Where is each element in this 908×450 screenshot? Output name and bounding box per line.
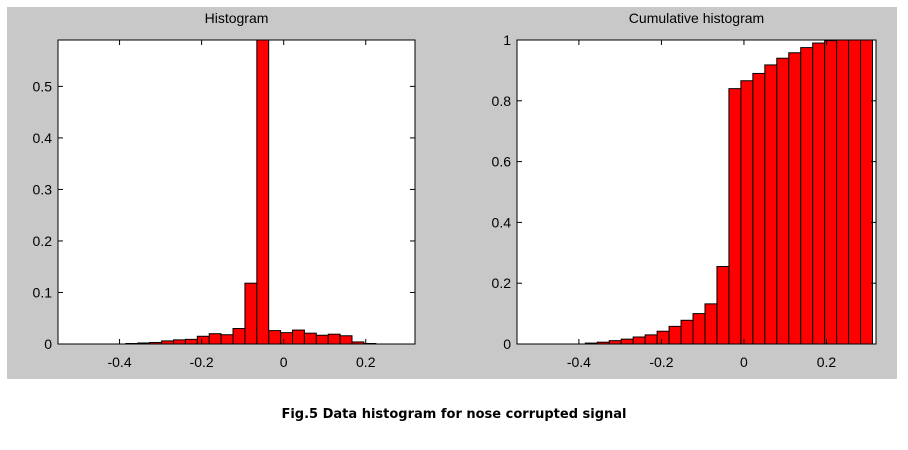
cumulative-histogram-bar xyxy=(656,330,670,345)
histogram-bar xyxy=(196,335,210,345)
histogram-bar xyxy=(232,328,246,345)
histogram-title: Histogram xyxy=(205,10,269,26)
histogram-bar xyxy=(244,282,258,345)
cumulative-histogram-chart: 0 0.2 0.4 0.6 0.8 1 -0.4 -0.2 0 0.2 Cumulative his… xyxy=(492,10,877,370)
histogram-ytick-label: 0.5 xyxy=(33,78,53,94)
cumulative-histogram-bar xyxy=(860,39,873,345)
cumulative-histogram-bar xyxy=(716,265,730,345)
cumulative-histogram-bar xyxy=(704,303,718,345)
cumulative-histogram-bar xyxy=(836,39,850,345)
histogram-bar xyxy=(220,334,234,345)
cumulative-histogram-ytick-label: 0 xyxy=(503,336,511,352)
histogram-axes-frame xyxy=(57,39,416,345)
figure-caption: Fig.5 Data histogram for nose corrupted … xyxy=(281,407,627,422)
cumulative-histogram-xtick-label: 0 xyxy=(740,354,748,370)
histogram-bar xyxy=(184,338,198,345)
cumulative-histogram-bar xyxy=(632,336,646,345)
cumulative-histogram-bar xyxy=(680,319,694,345)
histogram-bar xyxy=(292,329,305,345)
cumulative-histogram-bar xyxy=(752,72,766,345)
histogram-bar xyxy=(256,39,270,345)
cumulative-histogram-bar xyxy=(848,39,862,345)
cumulative-histogram-bar xyxy=(668,325,682,345)
histogram-bar xyxy=(327,333,341,345)
cumulative-histogram-ytick-label: 0.6 xyxy=(492,154,512,170)
cumulative-histogram-bar xyxy=(764,64,778,345)
histogram-xtick-label: 0 xyxy=(280,354,288,370)
cumulative-histogram-bar xyxy=(692,313,706,345)
histogram-xtick-label: -0.2 xyxy=(190,354,214,370)
cumulative-histogram-bar xyxy=(608,340,622,345)
cumulative-histogram-bar xyxy=(728,88,742,345)
histogram-bar xyxy=(303,332,317,345)
histogram-xtick-label: 0.2 xyxy=(356,354,376,370)
cumulative-histogram-ytick-label: 0.2 xyxy=(492,275,512,291)
histogram-bar xyxy=(315,334,329,345)
histogram-bar xyxy=(173,339,186,345)
cumulative-histogram-title: Cumulative histogram xyxy=(629,10,764,26)
histogram-plot-area xyxy=(58,40,415,344)
cumulative-histogram-xtick-label: 0.2 xyxy=(817,354,837,370)
histogram-bar xyxy=(339,335,353,345)
histogram-bar xyxy=(280,332,293,345)
histogram-ytick-label: 0.2 xyxy=(33,233,53,249)
cumulative-histogram-bar xyxy=(788,52,802,345)
cumulative-histogram-bar xyxy=(800,47,814,345)
cumulative-histogram-bar xyxy=(644,334,658,345)
histogram-bar xyxy=(268,330,282,345)
cumulative-histogram-bar xyxy=(740,80,754,345)
cumulative-histogram-ytick-label: 0.8 xyxy=(492,93,512,109)
cumulative-histogram-ytick-label: 1 xyxy=(503,32,511,48)
histogram-bar xyxy=(208,333,222,345)
histogram-chart: 0 0.1 0.2 0.3 0.4 0.5 -0.4 -0.2 0 0.2 Histogram xyxy=(33,10,416,370)
cumulative-histogram-xtick-label: -0.4 xyxy=(567,354,591,370)
cumulative-histogram-bar xyxy=(812,42,826,345)
histogram-ytick-label: 0.4 xyxy=(33,130,53,146)
cumulative-histogram-xtick-label: -0.2 xyxy=(649,354,673,370)
cumulative-histogram-bar xyxy=(776,57,790,345)
histogram-xtick-label: -0.4 xyxy=(107,354,131,370)
histogram-ytick-label: 0.3 xyxy=(33,181,53,197)
histogram-ytick-label: 0.1 xyxy=(33,284,53,300)
cumulative-histogram-bar xyxy=(620,338,634,345)
cumulative-histogram-axes-frame xyxy=(516,39,877,345)
cumulative-histogram-ytick-label: 0.4 xyxy=(492,214,512,230)
histogram-ytick-label: 0 xyxy=(44,336,52,352)
cumulative-histogram-bar xyxy=(824,40,838,345)
